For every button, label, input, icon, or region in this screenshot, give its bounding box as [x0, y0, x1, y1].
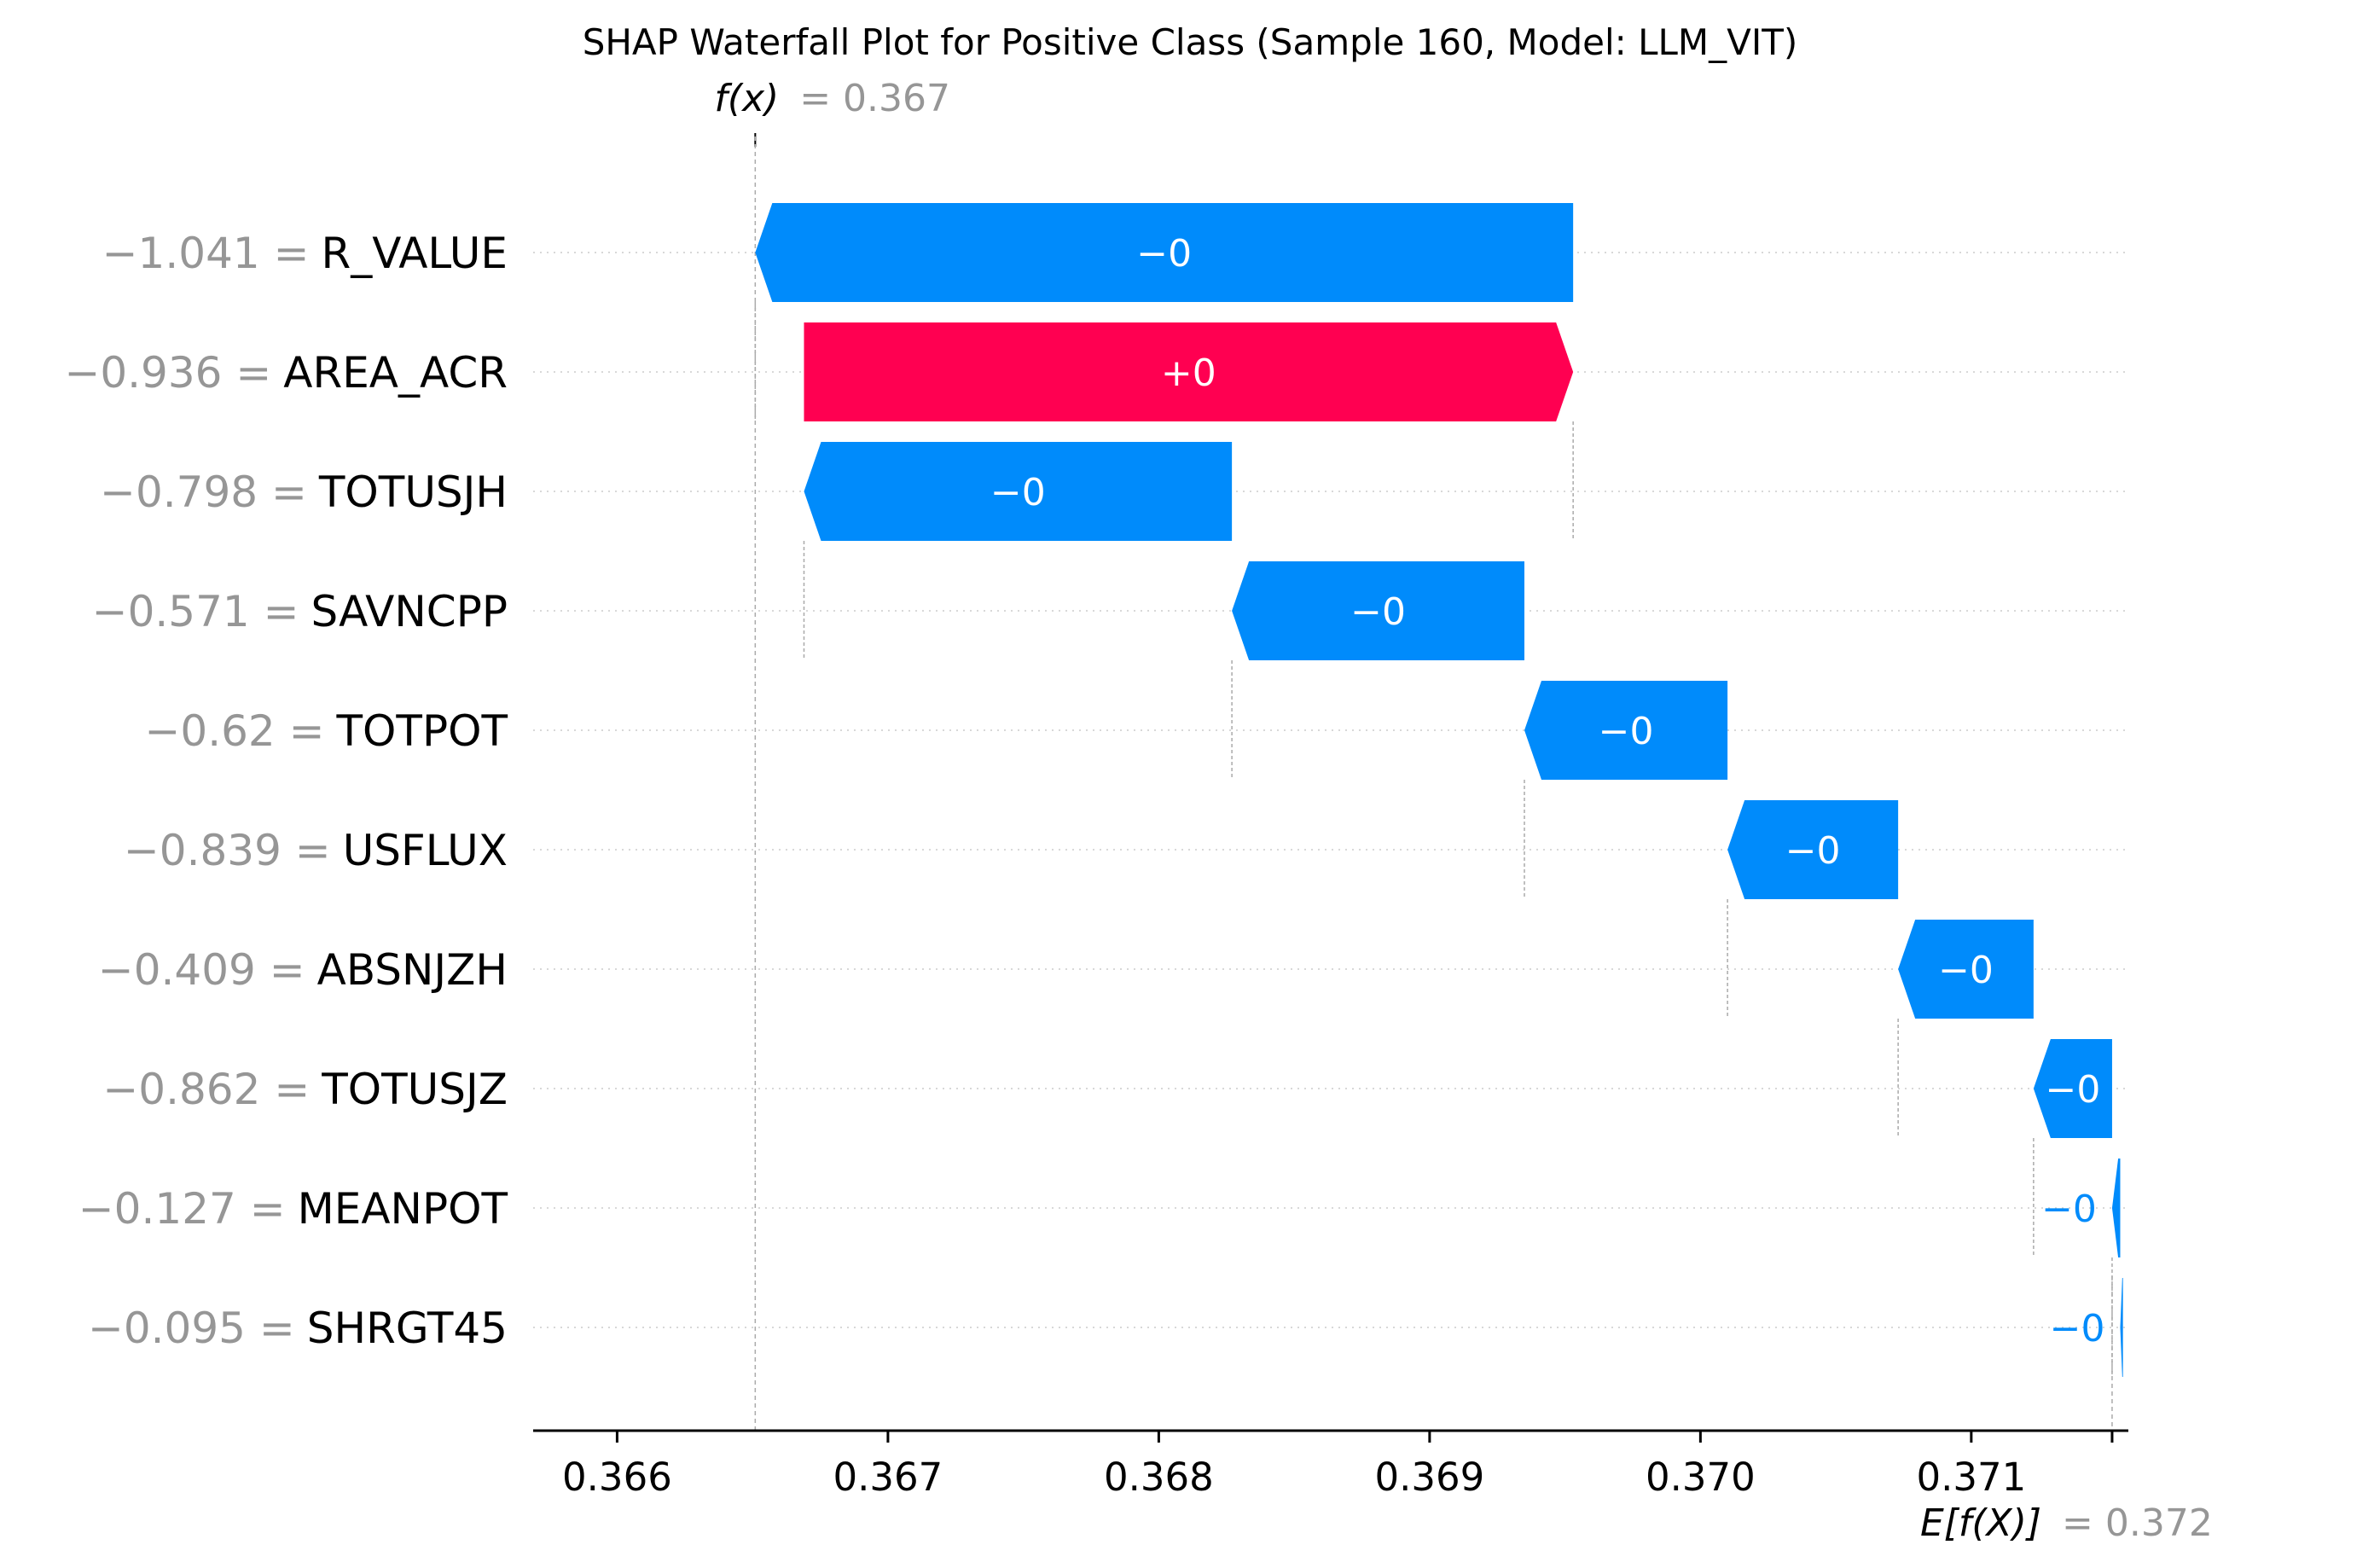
feature-value: −0.095 = — [88, 1304, 295, 1353]
feature-label: −0.571 = SAVNCPP — [92, 587, 508, 636]
feature-value: −0.839 = — [124, 826, 331, 875]
feature-label: −0.409 = ABSNJZH — [98, 945, 508, 995]
bars — [755, 203, 2123, 1377]
x-ticks: 0.366 0.367 0.368 0.369 0.370 0.371 — [562, 1431, 2114, 1500]
feature-name: MEANPOT — [298, 1184, 508, 1234]
feature-label: −0.862 = TOTUSJZ — [102, 1065, 508, 1114]
feature-value: −0.936 = — [64, 348, 271, 398]
bar-meanpot — [2111, 1159, 2121, 1257]
bar-absnjzh — [1898, 920, 2034, 1019]
feature-value: −0.571 = — [92, 587, 299, 636]
feature-value: −0.127 = — [78, 1184, 286, 1234]
bar-savncpp — [1232, 561, 1525, 660]
feature-labels: −1.041 = R_VALUE−0.936 = AREA_ACR−0.798 = T… — [64, 229, 508, 1353]
feature-label: −0.62 = TOTPOT — [144, 706, 508, 756]
feature-value: −0.409 = — [98, 945, 305, 995]
x-tick-label: 0.369 — [1374, 1455, 1484, 1500]
feature-name: R_VALUE — [321, 229, 508, 278]
bar-value-label: −0 — [990, 471, 1046, 514]
bar-value-label: −0 — [1350, 590, 1406, 634]
bar-value-label: −0 — [1599, 710, 1654, 753]
x-tick-label: 0.370 — [1646, 1455, 1756, 1500]
feature-label: −0.936 = AREA_ACR — [64, 348, 508, 398]
x-tick-label: 0.368 — [1104, 1455, 1214, 1500]
bar-value-label: −0 — [1785, 829, 1841, 873]
bar-value-label: −0 — [1938, 949, 1994, 992]
bar-area-acr — [804, 322, 1574, 421]
feature-name: TOTPOT — [336, 706, 508, 756]
feature-name: AREA_ACR — [283, 348, 508, 398]
feature-value: −0.62 = — [144, 706, 324, 756]
feature-value: −0.862 = — [102, 1065, 310, 1114]
bar-value-label: +0 — [1161, 351, 1216, 395]
bar-value-labels: −0 +0 −0 −0 −0 −0 −0 −0 −0 −0 — [990, 232, 2105, 1350]
feature-label: −0.127 = MEANPOT — [78, 1184, 508, 1234]
x-tick-label: 0.371 — [1916, 1455, 2026, 1500]
bar-connectors — [754, 302, 2113, 1377]
feature-name: ABSNJZH — [317, 945, 508, 995]
efx-annotation: E[f(X)] = 0.372 — [1920, 1501, 2213, 1545]
x-axis: 0.366 0.367 0.368 0.369 0.370 0.371 — [533, 1429, 2128, 1500]
bar-totpot — [1524, 681, 1728, 780]
bar-value-label: −0 — [2050, 1307, 2105, 1350]
x-tick-label: 0.367 — [833, 1455, 943, 1500]
fx-annotation: f(x) = 0.367 — [714, 77, 950, 120]
x-tick-label: 0.366 — [562, 1455, 672, 1500]
bar-totusjz — [2033, 1039, 2112, 1138]
feature-name: TOTUSJZ — [321, 1065, 508, 1114]
fx-label: f(x) — [714, 77, 779, 120]
efx-label: E[f(X)] — [1920, 1501, 2041, 1545]
bar-totusjh — [804, 442, 1233, 541]
feature-label: −0.095 = SHRGT45 — [88, 1304, 508, 1353]
feature-value: −1.041 = — [102, 229, 310, 278]
feature-name: SAVNCPP — [311, 587, 508, 636]
feature-label: −1.041 = R_VALUE — [102, 229, 508, 278]
bar-value-label: −0 — [1136, 232, 1192, 276]
feature-label: −0.839 = USFLUX — [124, 826, 508, 875]
feature-name: USFLUX — [343, 826, 508, 875]
bar-usflux — [1727, 800, 1899, 899]
chart-title: SHAP Waterfall Plot for Positive Class (… — [583, 21, 1798, 63]
bar-value-label: −0 — [2041, 1188, 2097, 1231]
bar-shrgt45 — [2120, 1278, 2123, 1377]
feature-name: TOTUSJH — [318, 467, 508, 517]
feature-label: −0.798 = TOTUSJH — [100, 467, 508, 517]
efx-value: = 0.372 — [2062, 1501, 2213, 1545]
feature-name: SHRGT45 — [307, 1304, 508, 1353]
fx-value: = 0.367 — [799, 77, 950, 120]
feature-value: −0.798 = — [100, 467, 307, 517]
bar-r-value — [755, 203, 1574, 302]
bar-value-label: −0 — [2045, 1068, 2100, 1112]
